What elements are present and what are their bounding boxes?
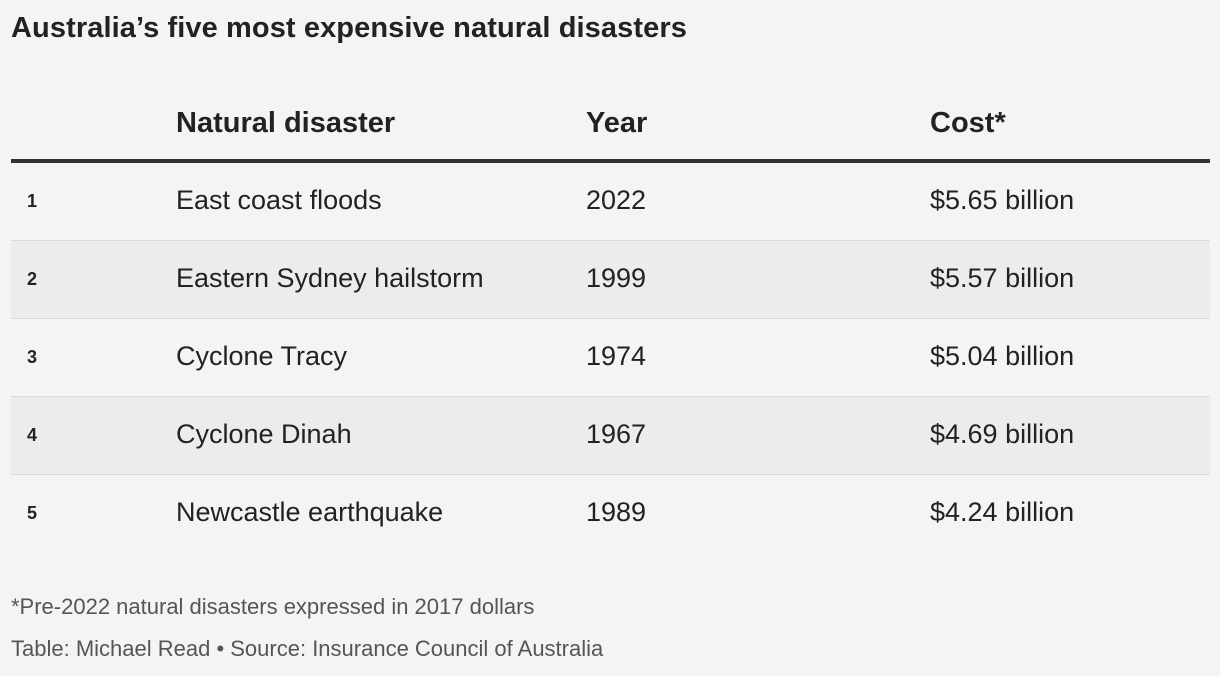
column-header-disaster: Natural disaster [176, 107, 396, 139]
cost-cell: $5.57 billion [930, 263, 1075, 293]
rank-cell: 4 [27, 425, 38, 445]
cost-cell: $4.69 billion [930, 419, 1075, 449]
rank-cell: 1 [27, 191, 38, 211]
table-row: 4 Cyclone Dinah 1967 $4.69 billion [11, 397, 1210, 475]
rank-cell: 3 [27, 347, 38, 367]
table-row: 2 Eastern Sydney hailstorm 1999 $5.57 bi… [11, 241, 1210, 319]
table-row: 5 Newcastle earthquake 1989 $4.24 billio… [11, 475, 1210, 552]
source-credit: Table: Michael Read • Source: Insurance … [11, 636, 604, 661]
column-header-cost: Cost* [930, 107, 1006, 139]
rank-cell: 5 [27, 503, 38, 523]
cost-cell: $5.65 billion [930, 185, 1075, 215]
table-row: 3 Cyclone Tracy 1974 $5.04 billion [11, 319, 1210, 397]
cost-cell: $4.24 billion [930, 497, 1075, 527]
column-header-year: Year [586, 107, 648, 139]
footnote: *Pre-2022 natural disasters expressed in… [11, 594, 535, 619]
table-notes: *Pre-2022 natural disasters expressed in… [11, 592, 603, 676]
chart-title: Australia’s five most expensive natural … [11, 12, 687, 44]
year-cell: 1999 [586, 263, 647, 293]
year-cell: 2022 [586, 185, 647, 215]
year-cell: 1989 [586, 497, 647, 527]
year-cell: 1974 [586, 341, 647, 371]
disaster-cell: Newcastle earthquake [176, 497, 444, 527]
rank-cell: 2 [27, 269, 38, 289]
disaster-cell: Cyclone Dinah [176, 419, 352, 449]
table-row: 1 East coast floods 2022 $5.65 billion [11, 163, 1210, 241]
disaster-cell: East coast floods [176, 185, 382, 215]
data-table: Natural disaster Year Cost* 1 East coast… [11, 95, 1210, 552]
disaster-cell: Cyclone Tracy [176, 341, 348, 371]
disaster-cell: Eastern Sydney hailstorm [176, 263, 484, 293]
year-cell: 1967 [586, 419, 647, 449]
cost-cell: $5.04 billion [930, 341, 1075, 371]
table-header: Natural disaster Year Cost* [11, 95, 1210, 163]
